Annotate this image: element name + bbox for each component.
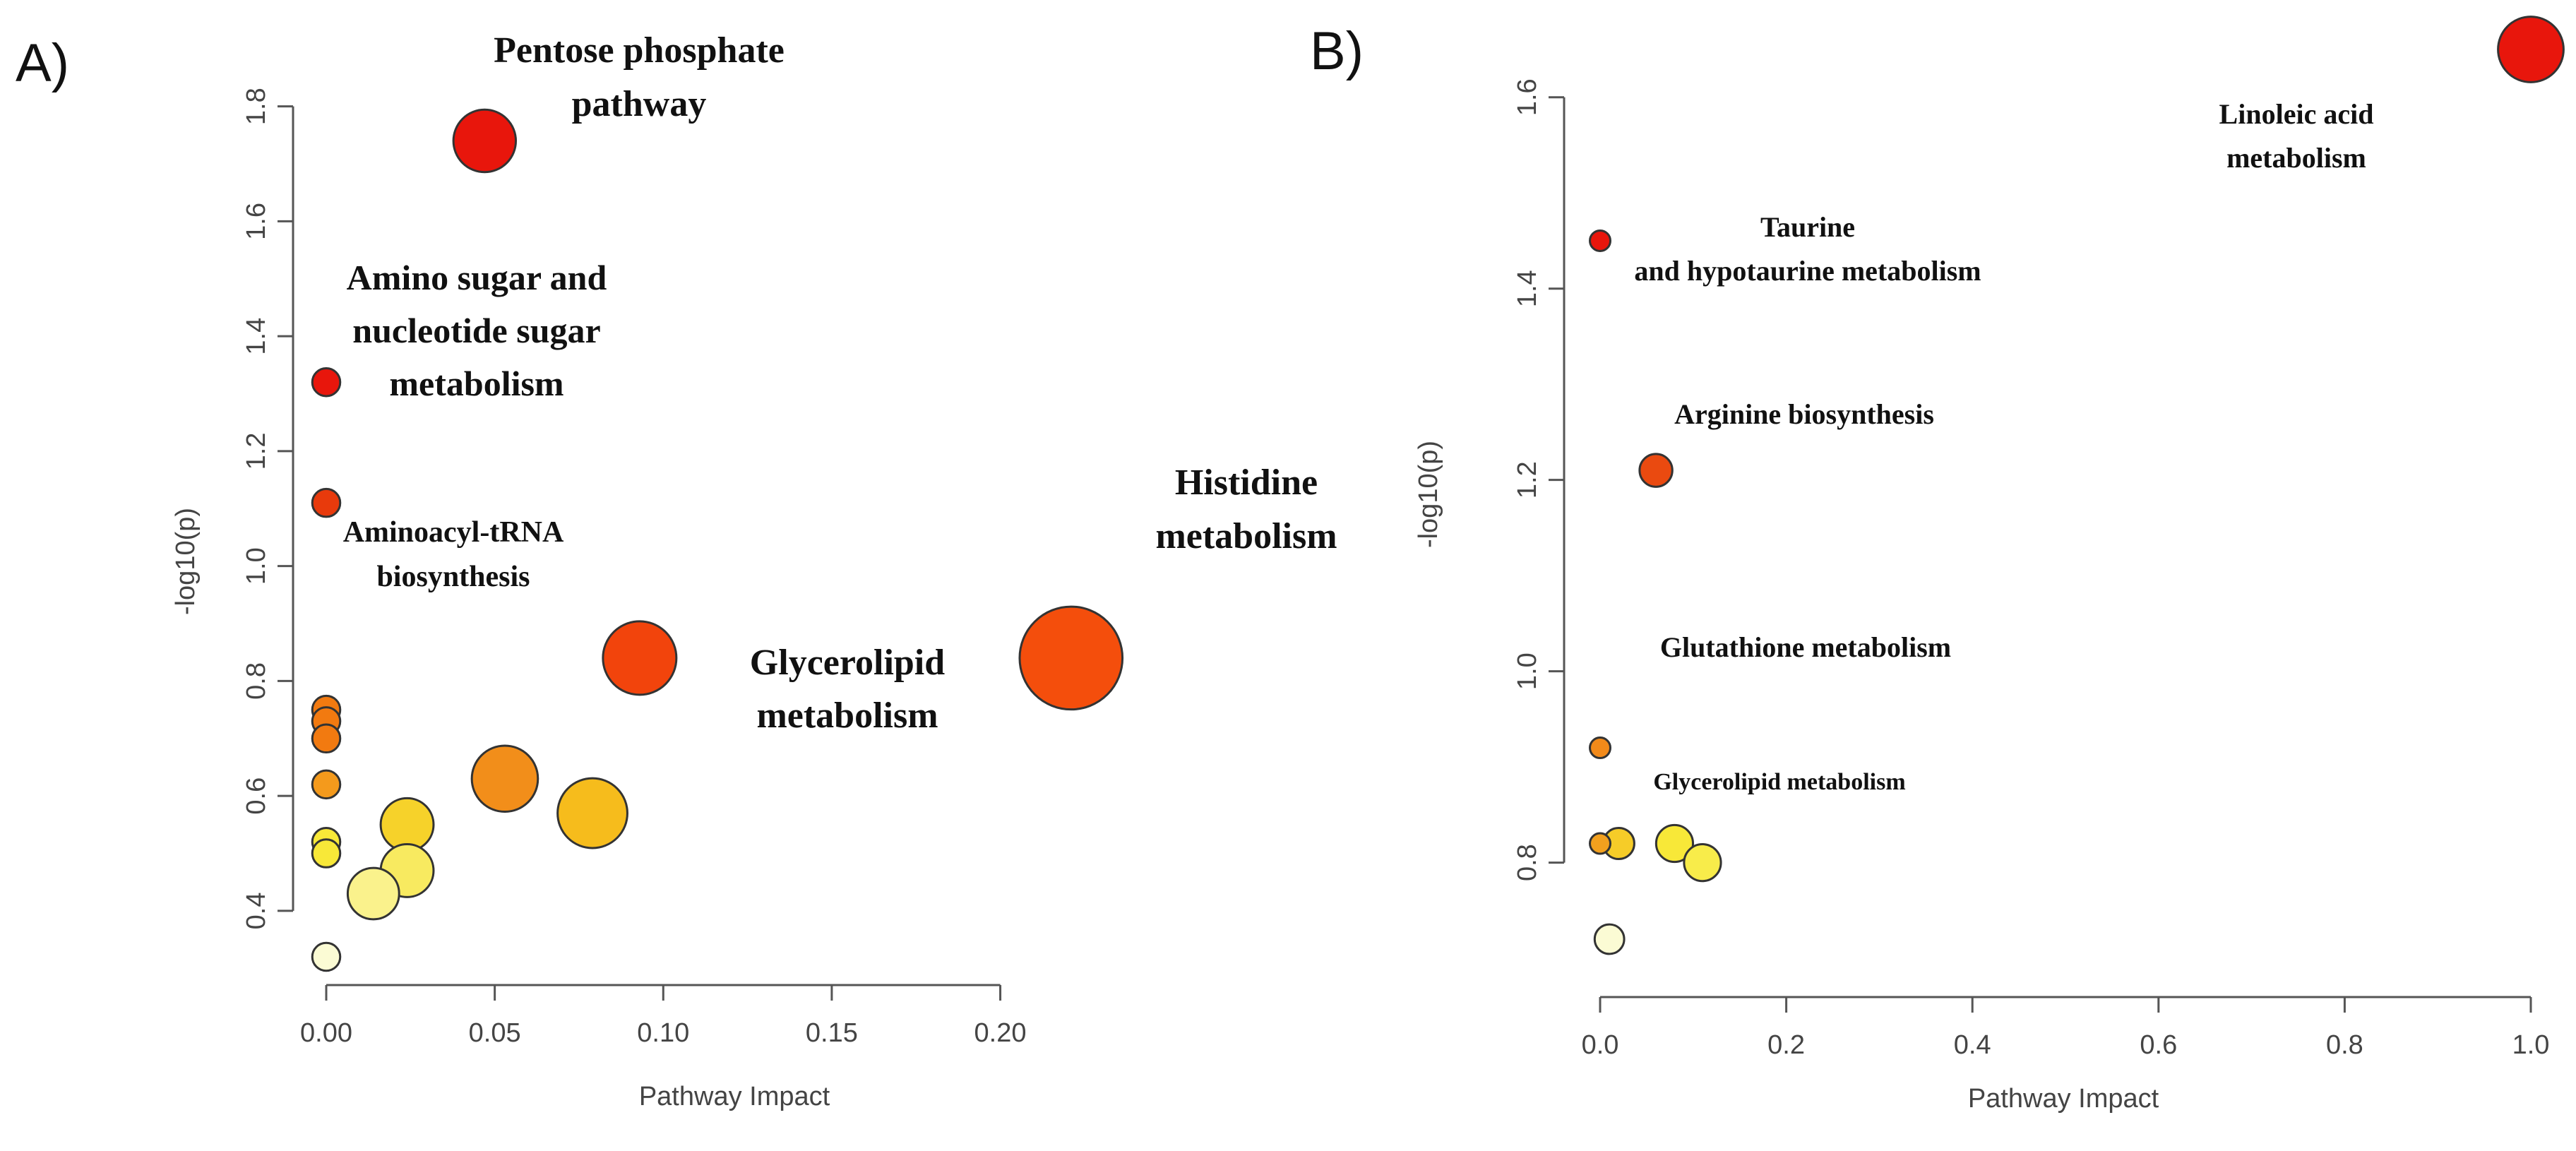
panel-a-y-tick-label: 1.8	[242, 88, 271, 125]
panel-a-y-axis-title: -log10(p)	[171, 508, 201, 615]
panel-a-y-tick-label: 0.8	[242, 662, 271, 700]
panel-a-y-tick-label: 1.6	[242, 203, 271, 240]
panel-a-y-tick-label: 1.0	[242, 547, 271, 585]
panel-a-y-tick-label: 1.4	[242, 318, 271, 355]
panel-b-y-tick-label: 1.6	[1513, 78, 1542, 116]
panel-b-x-tick-label: 1.0	[2512, 1030, 2550, 1060]
panel-b-point	[1638, 453, 1674, 488]
panel-b-x-tick-label: 0.4	[1954, 1030, 1991, 1060]
panel-a-point	[311, 723, 342, 754]
panel-a-annotation: Aminoacyl-tRNA biosynthesis	[343, 516, 564, 593]
panel-b-point	[1593, 923, 1626, 955]
panel-b-x-tick-label: 0.0	[1582, 1030, 1619, 1060]
panel-b-y-tick-label: 1.4	[1513, 270, 1542, 307]
panel-b-y-tick-label: 1.2	[1513, 461, 1542, 499]
panel-a-x-tick-label: 0.20	[974, 1018, 1027, 1048]
panel-a-annotation: Glycerolipid metabolism	[750, 643, 945, 736]
panel-a-x-tick-label: 0.15	[806, 1018, 858, 1048]
panel-a-point	[556, 777, 628, 849]
panel-b-x-tick-label: 0.8	[2326, 1030, 2363, 1060]
panel-a-x-tick-label: 0.10	[637, 1018, 689, 1048]
panel-b-x-tick-label: 0.6	[2140, 1030, 2177, 1060]
panel-a-x-axis-title: Pathway Impact	[639, 1082, 830, 1111]
panel-b-point	[1589, 229, 1611, 252]
panel-a-point	[311, 487, 342, 518]
panel-a-annotation: Amino sugar and nucleotide sugar metabolis…	[347, 258, 607, 403]
panel-a-annotation: Histidine metabolism	[1155, 463, 1337, 556]
panel-a-point	[346, 866, 400, 921]
panel-a-point	[311, 838, 342, 869]
panel-a-y-tick-label: 0.6	[242, 777, 271, 815]
panel-b-annotation: Glycerolipid metabolism	[1653, 769, 1905, 795]
panel-a-annotation: Pentose phosphate pathway	[494, 30, 785, 124]
panel-b-annotation: Linoleic acid metabolism	[2219, 98, 2374, 174]
panel-a-point	[311, 941, 342, 972]
panel-b-y-axis-title: -log10(p)	[1414, 441, 1443, 548]
panel-a-x-tick-label: 0.05	[469, 1018, 521, 1048]
panel-b-label: B)	[1310, 21, 1364, 81]
panel-b-chart: B) 0.0 0.2 0.4 0.6 0.8 1.0 0.8 1.0 1.2 1.4 1.6 Pathw…	[1310, 16, 2565, 1114]
panel-a-y-tick-label: 0.4	[242, 892, 271, 929]
panel-b-point	[1654, 823, 1695, 864]
panel-a-y-tick-label: 1.2	[242, 433, 271, 470]
panel-a-point	[602, 620, 678, 696]
panel-a-chart: A) 0.00 0.05 0.10 0.15 0.20 0.4 0.6 0.8 1.0 1.2 1.4…	[16, 30, 1337, 1111]
panel-b-annotation: Taurine and hypotaurine metabolism	[1634, 211, 1981, 287]
panel-b-point	[1589, 736, 1611, 760]
panel-a-point	[452, 108, 518, 174]
panel-a-label: A)	[16, 33, 69, 93]
panel-a-point	[311, 769, 342, 800]
panel-b-point	[2497, 16, 2565, 83]
panel-b-annotation: Arginine biosynthesis	[1674, 398, 1934, 430]
panel-b-x-axis-title: Pathway Impact	[1968, 1084, 2159, 1114]
panel-b-annotation: Glutathione metabolism	[1660, 631, 1951, 663]
panel-b-point	[1589, 832, 1611, 855]
panel-a-x-tick-label: 0.00	[300, 1018, 352, 1048]
panel-b-y-tick-label: 1.0	[1513, 652, 1542, 690]
panel-a-point	[1018, 605, 1124, 711]
panel-b-y-tick-label: 0.8	[1513, 844, 1542, 881]
panel-a-point	[311, 367, 342, 398]
panel-a-point	[470, 744, 539, 813]
panel-b-point	[1683, 843, 1722, 883]
panel-b-x-tick-label: 0.2	[1767, 1030, 1805, 1060]
